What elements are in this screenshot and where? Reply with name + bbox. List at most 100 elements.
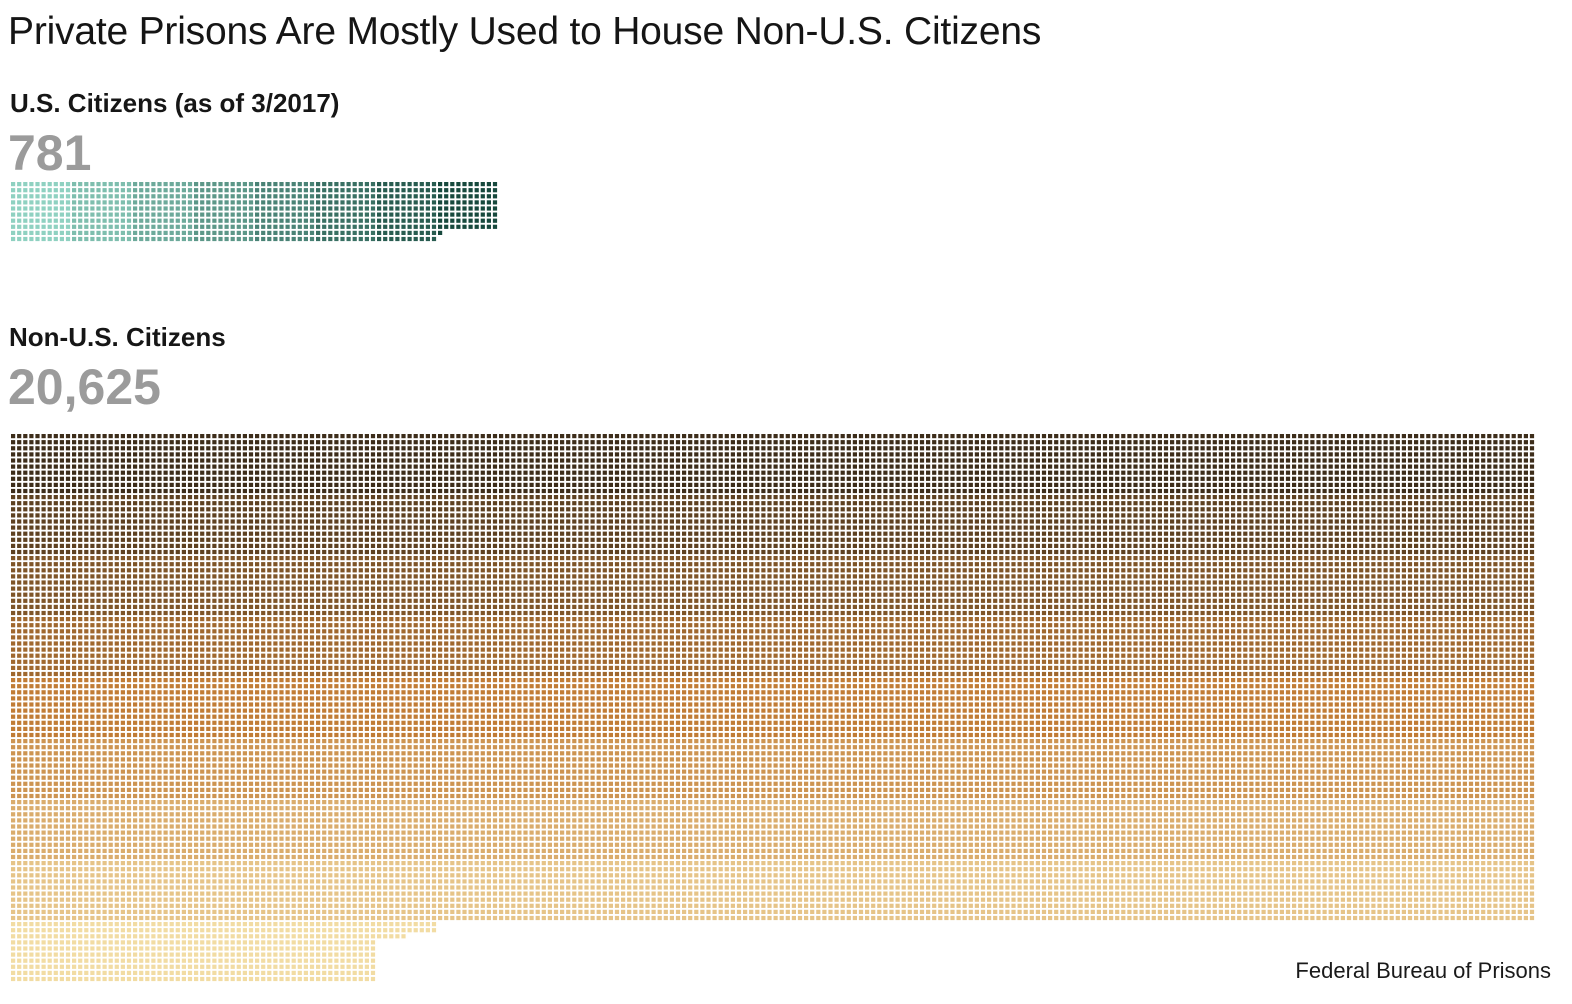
non-us-citizens-block	[72, 861, 132, 921]
non-us-citizens-block	[621, 495, 681, 555]
non-us-citizens-block	[255, 739, 315, 799]
non-us-citizens-block	[1353, 617, 1413, 677]
non-us-citizens-block	[316, 617, 376, 677]
non-us-citizens-block	[438, 739, 498, 799]
non-us-citizens-value: 20,625	[8, 362, 161, 412]
non-us-citizens-block	[865, 800, 925, 860]
non-us-citizens-block	[11, 800, 71, 860]
non-us-citizens-block	[926, 495, 986, 555]
non-us-citizens-block	[865, 434, 925, 494]
non-us-citizens-block	[1292, 861, 1352, 921]
non-us-citizens-block	[1048, 678, 1108, 738]
non-us-citizens-block	[1048, 495, 1108, 555]
non-us-citizens-block	[133, 495, 193, 555]
non-us-citizens-block	[682, 800, 742, 860]
non-us-citizens-block	[1414, 739, 1474, 799]
non-us-citizens-block	[926, 800, 986, 860]
non-us-citizens-block	[560, 556, 620, 616]
non-us-citizens-block	[377, 861, 437, 921]
non-us-citizens-block	[1414, 495, 1474, 555]
non-us-citizens-block	[1292, 739, 1352, 799]
non-us-citizens-block	[1292, 617, 1352, 677]
non-us-citizens-block	[1414, 861, 1474, 921]
non-us-citizens-block	[743, 495, 803, 555]
non-us-citizens-block	[621, 617, 681, 677]
non-us-citizens-block	[72, 678, 132, 738]
non-us-citizens-block	[133, 556, 193, 616]
non-us-citizens-block	[72, 739, 132, 799]
non-us-citizens-block	[1170, 861, 1230, 921]
non-us-citizens-block	[987, 434, 1047, 494]
non-us-citizens-block	[621, 800, 681, 860]
non-us-citizens-block	[865, 617, 925, 677]
non-us-citizens-block	[1353, 678, 1413, 738]
non-us-citizens-block	[1109, 434, 1169, 494]
non-us-citizens-block	[133, 922, 193, 982]
non-us-citizens-block	[926, 617, 986, 677]
non-us-citizens-block	[11, 739, 71, 799]
non-us-citizens-block	[499, 800, 559, 860]
non-us-citizens-block	[1170, 434, 1230, 494]
non-us-citizens-block	[438, 556, 498, 616]
non-us-citizens-block	[804, 678, 864, 738]
non-us-citizens-block	[377, 556, 437, 616]
non-us-citizens-block	[1475, 617, 1535, 677]
non-us-citizens-block	[255, 800, 315, 860]
non-us-citizens-block	[1353, 434, 1413, 494]
non-us-citizens-block	[72, 800, 132, 860]
non-us-citizens-block	[316, 495, 376, 555]
non-us-citizens-block	[621, 739, 681, 799]
non-us-citizens-block	[682, 434, 742, 494]
non-us-citizens-block	[11, 495, 71, 555]
non-us-citizens-block	[1231, 434, 1291, 494]
non-us-citizens-block	[621, 861, 681, 921]
non-us-citizens-block	[255, 861, 315, 921]
non-us-citizens-block	[1170, 739, 1230, 799]
non-us-citizens-block	[11, 617, 71, 677]
non-us-citizens-block	[194, 922, 254, 982]
non-us-citizens-block	[499, 617, 559, 677]
non-us-citizens-block	[1170, 617, 1230, 677]
non-us-citizens-block	[1109, 556, 1169, 616]
non-us-citizens-block	[987, 861, 1047, 921]
non-us-citizens-block	[1170, 800, 1230, 860]
non-us-citizens-block	[1353, 495, 1413, 555]
non-us-citizens-block	[743, 800, 803, 860]
non-us-citizens-block	[865, 556, 925, 616]
non-us-citizens-block	[804, 434, 864, 494]
us-citizens-waffle	[11, 182, 498, 242]
non-us-citizens-block	[11, 861, 71, 921]
non-us-citizens-label: Non-U.S. Citizens	[9, 322, 226, 353]
non-us-citizens-block	[1231, 495, 1291, 555]
non-us-citizens-block	[682, 678, 742, 738]
non-us-citizens-block	[1292, 678, 1352, 738]
non-us-citizens-block	[255, 678, 315, 738]
us-citizens-block	[255, 182, 315, 242]
non-us-citizens-block	[804, 800, 864, 860]
non-us-citizens-block	[255, 922, 315, 982]
non-us-citizens-block	[1475, 495, 1535, 555]
non-us-citizens-block	[133, 678, 193, 738]
non-us-citizens-block	[1048, 556, 1108, 616]
non-us-citizens-block	[377, 617, 437, 677]
non-us-citizens-block	[926, 556, 986, 616]
non-us-citizens-block	[194, 495, 254, 555]
non-us-citizens-block	[1475, 678, 1535, 738]
non-us-citizens-block	[926, 678, 986, 738]
non-us-citizens-block	[926, 861, 986, 921]
non-us-citizens-block	[1048, 861, 1108, 921]
non-us-citizens-block	[438, 800, 498, 860]
non-us-citizens-block	[1048, 739, 1108, 799]
non-us-citizens-block	[804, 861, 864, 921]
us-citizens-value: 781	[8, 128, 91, 178]
non-us-citizens-block	[926, 434, 986, 494]
non-us-citizens-block	[438, 861, 498, 921]
non-us-citizens-block	[316, 800, 376, 860]
non-us-citizens-block	[377, 800, 437, 860]
non-us-citizens-block	[1292, 434, 1352, 494]
non-us-citizens-block	[438, 434, 498, 494]
non-us-citizens-block	[1170, 495, 1230, 555]
non-us-citizens-block	[316, 739, 376, 799]
non-us-citizens-block	[1475, 434, 1535, 494]
non-us-citizens-block	[926, 739, 986, 799]
